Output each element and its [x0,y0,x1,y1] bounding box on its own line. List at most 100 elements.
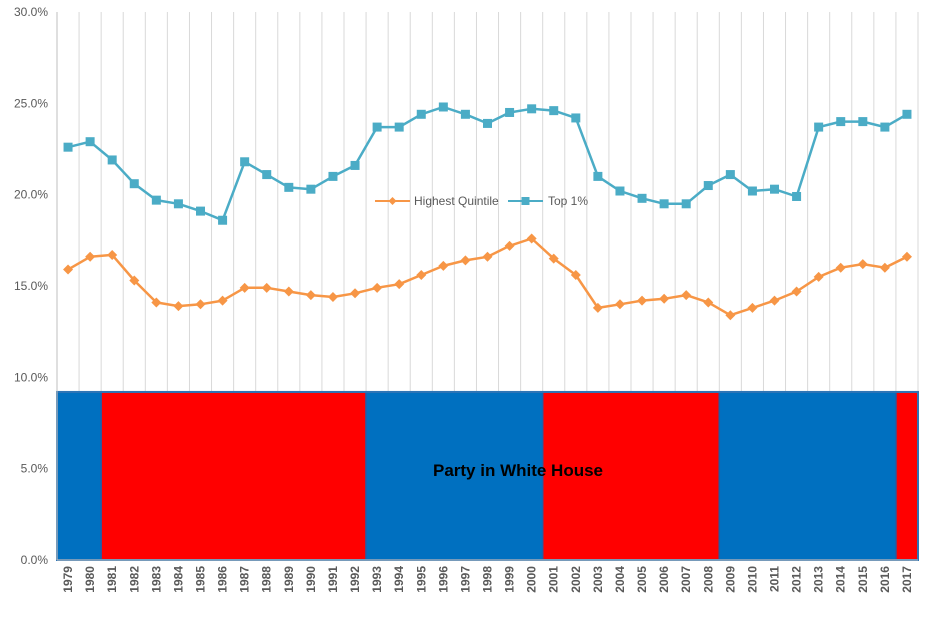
data-point-highest-quintile [526,233,537,244]
x-tick-label: 2005 [635,566,649,593]
data-point-top-1 [240,157,250,167]
data-point-highest-quintile [195,299,206,310]
x-tick-label: 1979 [61,566,75,593]
x-tick-label: 2010 [745,566,759,593]
x-tick-label: 2006 [657,566,671,593]
x-tick-label: 1992 [348,566,362,593]
data-point-highest-quintile [63,264,74,275]
x-tick-label: 1988 [260,566,274,593]
data-point-top-1 [681,199,691,209]
data-point-top-1 [637,193,647,203]
data-point-highest-quintile [305,290,316,301]
x-tick-label: 1999 [503,566,517,593]
x-tick-label: 2002 [569,566,583,593]
data-point-top-1 [173,199,183,209]
data-point-highest-quintile [416,270,427,281]
x-tick-label: 2015 [856,566,870,593]
data-point-top-1 [836,117,846,127]
series-line-highest-quintile [67,237,908,317]
data-point-top-1 [858,117,868,127]
data-point-top-1 [659,199,669,209]
data-point-top-1 [438,102,448,112]
data-point-top-1 [416,109,426,119]
data-point-top-1 [615,186,625,196]
legend-label-top-1: Top 1% [548,194,588,208]
data-point-top-1 [902,109,912,119]
x-tick-label: 1982 [127,566,141,593]
x-tick-label: 1984 [171,566,185,593]
data-point-highest-quintile [879,262,890,273]
data-point-highest-quintile [129,275,140,286]
data-point-top-1 [527,104,537,114]
data-point-highest-quintile [659,293,670,304]
data-point-highest-quintile [614,299,625,310]
data-point-highest-quintile [283,286,294,297]
x-tick-label: 2003 [591,566,605,593]
data-point-highest-quintile [769,295,780,306]
data-point-highest-quintile [107,249,118,260]
data-point-top-1 [85,137,95,147]
x-tick-label: 1994 [392,566,406,593]
data-point-top-1 [394,122,404,132]
party-band-segment-democratic [56,391,102,561]
party-band [56,390,919,561]
data-point-highest-quintile [504,240,515,251]
data-point-highest-quintile [261,282,272,293]
data-point-top-1 [593,171,603,181]
data-point-top-1 [505,107,515,117]
x-tick-label: 1997 [458,566,472,593]
data-point-top-1 [107,155,117,165]
y-tick-label: 30.0% [14,5,48,19]
x-tick-label: 1991 [326,566,340,593]
data-point-top-1 [483,118,492,128]
party-band-segment-republican [541,391,721,561]
data-point-top-1 [460,109,470,119]
x-tick-label: 1980 [83,566,97,593]
data-point-top-1 [792,191,802,201]
data-point-top-1 [306,184,316,194]
data-point-top-1 [129,179,139,189]
x-tick-label: 1983 [149,566,163,593]
y-tick-label: 25.0% [14,96,48,110]
x-tick-label: 2004 [613,566,627,593]
data-point-top-1 [747,186,757,196]
series-lines [63,102,912,321]
x-tick-label: 2016 [878,566,892,593]
legend: Highest Quintile Top 1% [375,194,588,208]
x-tick-label: 1995 [414,566,428,593]
data-point-highest-quintile [394,279,405,290]
data-point-highest-quintile [460,255,471,266]
y-tick-label: 5.0% [21,462,49,476]
data-point-top-1 [372,122,382,132]
data-point-highest-quintile [901,251,912,262]
y-tick-label: 15.0% [14,279,48,293]
data-point-highest-quintile [570,270,581,281]
data-point-top-1 [328,171,338,181]
data-point-highest-quintile [151,297,162,308]
data-point-highest-quintile [85,251,96,262]
data-point-top-1 [571,113,581,123]
data-point-highest-quintile [813,271,824,282]
x-tick-label: 2013 [812,566,826,593]
data-point-highest-quintile [217,295,228,306]
x-tick-label: 2014 [834,566,848,593]
y-tick-label: 20.0% [14,188,48,202]
data-point-highest-quintile [703,297,714,308]
data-point-highest-quintile [725,310,736,321]
data-point-top-1 [814,122,824,132]
y-tick-label: 10.0% [14,370,48,384]
data-point-highest-quintile [548,253,559,264]
data-point-top-1 [151,195,161,205]
x-tick-label: 2017 [900,566,914,593]
party-band-label: Party in White House [433,461,603,480]
x-tick-label: 1981 [105,566,119,593]
data-point-top-1 [549,106,559,116]
data-point-top-1 [880,122,890,132]
axes: 0.0% 5.0% 10.0% 15.0% 20.0% 25.0% 30.0% 1979 198… [14,5,918,593]
legend-marker-highest-quintile [388,197,397,205]
x-tick-label: 1996 [436,566,450,593]
x-tick-label: 2009 [723,566,737,593]
data-point-highest-quintile [372,282,383,293]
x-tick-label: 1986 [216,566,230,593]
